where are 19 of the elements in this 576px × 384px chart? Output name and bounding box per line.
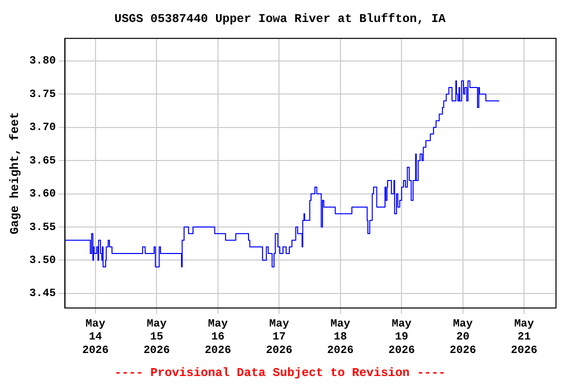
y-axis-title: Gage height, feet (8, 112, 22, 234)
x-tick-label: May 19 2026 (388, 318, 415, 357)
y-tick-label: 3.65 (29, 155, 56, 168)
x-tick-label: May 21 2026 (510, 318, 538, 357)
y-tick-label: 3.60 (29, 188, 56, 201)
y-tick-label: 3.50 (29, 254, 56, 267)
y-tick-label: 3.75 (29, 88, 56, 101)
x-tick-label: May 17 2026 (266, 318, 292, 357)
y-tick-label: 3.45 (29, 288, 56, 300)
x-tick-label: May 18 2026 (327, 318, 354, 357)
x-tick-label: May 15 2026 (143, 318, 170, 357)
y-tick-label: 3.70 (29, 122, 56, 134)
y-tick-label: 3.80 (29, 56, 56, 68)
x-tick-label: May 16 2026 (204, 318, 232, 357)
x-tick-label: May 14 2026 (82, 318, 109, 357)
text: ---- Provisional Data Subject to Revision ---- (114, 366, 446, 380)
x-tick-label: May 20 2026 (450, 318, 476, 357)
y-tick-label: 3.55 (29, 222, 56, 234)
chart-title: USGS 05387440 Upper Iowa River at Bluffton, IA (114, 12, 446, 26)
